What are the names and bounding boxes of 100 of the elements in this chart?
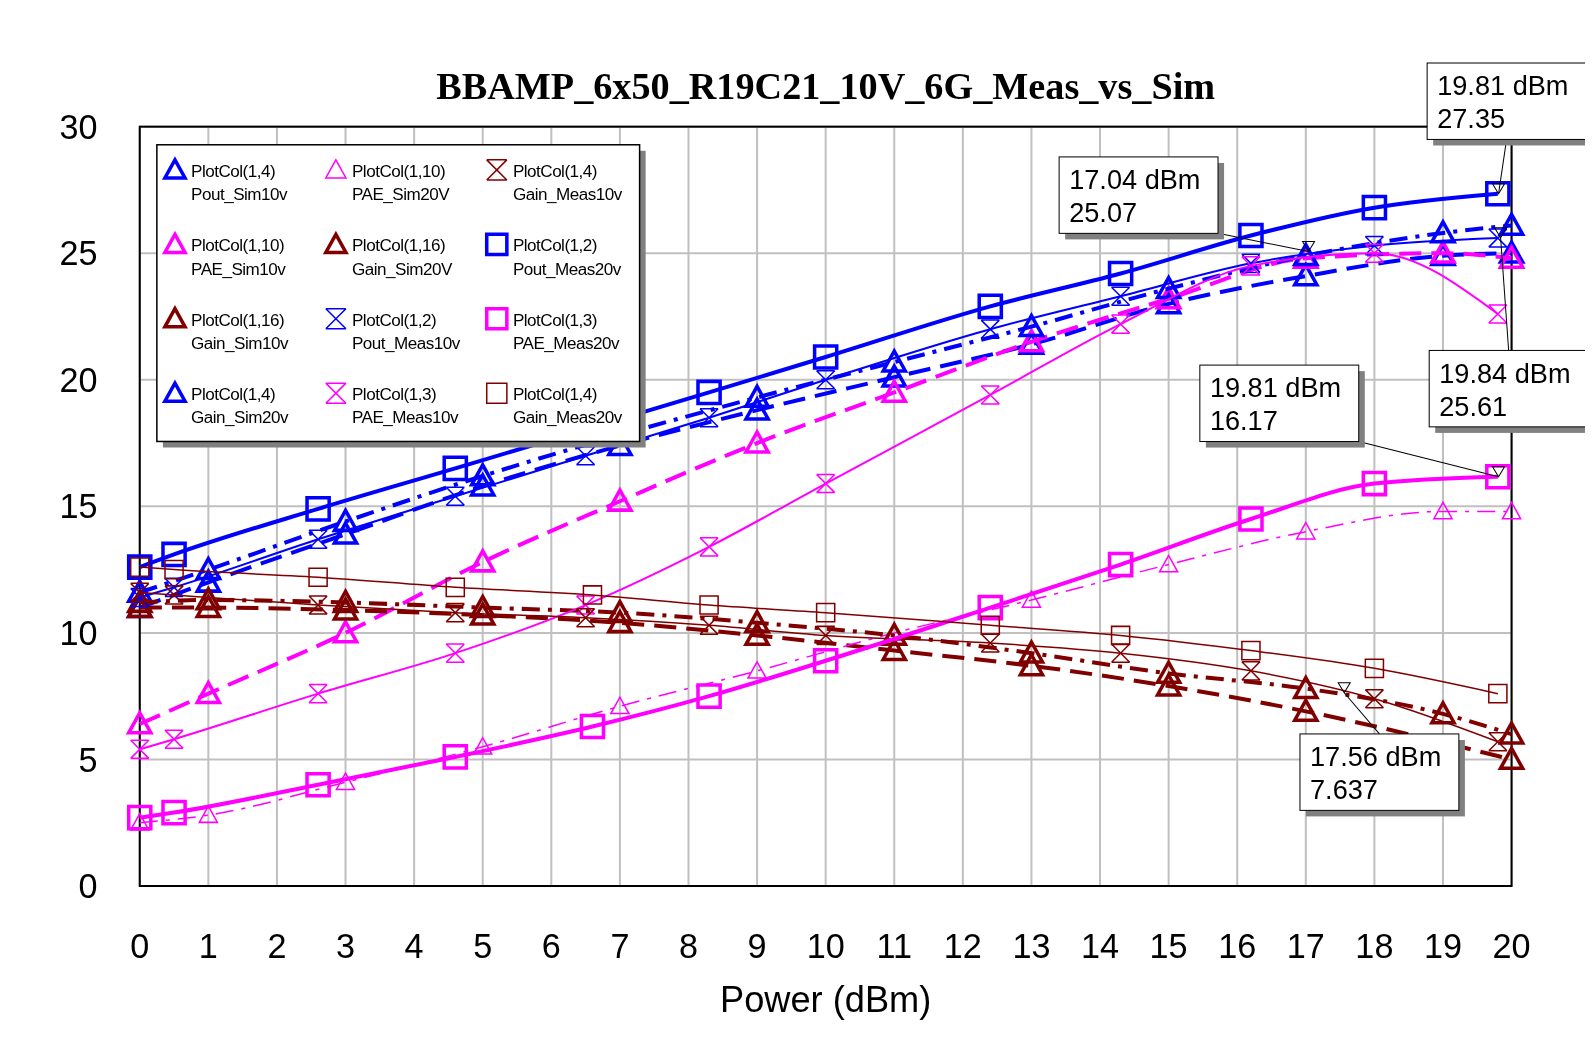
point bbox=[1238, 506, 1264, 532]
point bbox=[164, 577, 184, 598]
x-tick-label: 3 bbox=[336, 927, 356, 966]
point bbox=[747, 661, 767, 679]
x-tick-label: 13 bbox=[1012, 927, 1051, 966]
point bbox=[1364, 243, 1385, 264]
point bbox=[195, 587, 222, 611]
x-tick-label: 6 bbox=[541, 927, 561, 966]
point bbox=[1295, 521, 1316, 540]
point bbox=[582, 585, 603, 605]
x-tick-label: 12 bbox=[943, 927, 982, 966]
legend-label: PlotCol(1,4) Gain_Sim20v bbox=[191, 385, 289, 428]
point bbox=[332, 597, 359, 621]
point bbox=[1488, 731, 1508, 752]
x-tick-label: 18 bbox=[1355, 927, 1394, 966]
point bbox=[164, 585, 184, 605]
legend-label: PlotCol(1,4) Gain_Meas10v bbox=[512, 161, 623, 205]
point bbox=[331, 506, 360, 533]
point bbox=[1241, 640, 1261, 661]
point bbox=[1364, 688, 1385, 709]
point bbox=[880, 377, 909, 404]
point bbox=[164, 559, 184, 580]
point bbox=[1498, 245, 1525, 269]
point bbox=[1364, 235, 1385, 256]
point bbox=[575, 595, 596, 615]
y-tick-label: 25 bbox=[59, 234, 98, 273]
point bbox=[445, 643, 466, 663]
legend-label: PlotCol(1,3) PAE_Meas20v bbox=[512, 310, 621, 353]
point bbox=[195, 594, 222, 619]
point bbox=[331, 587, 360, 614]
x-tick-label: 1 bbox=[198, 927, 218, 966]
point bbox=[1021, 590, 1042, 608]
point bbox=[610, 696, 630, 715]
x-tick-label: 15 bbox=[1149, 927, 1188, 966]
point bbox=[332, 620, 359, 644]
point bbox=[469, 602, 496, 626]
y-tick-label: 10 bbox=[59, 613, 98, 652]
point bbox=[305, 771, 331, 798]
point bbox=[743, 382, 770, 409]
point bbox=[815, 473, 836, 494]
point bbox=[1498, 721, 1525, 745]
point bbox=[1430, 220, 1456, 244]
point bbox=[1018, 313, 1045, 338]
point bbox=[126, 711, 153, 735]
point bbox=[1488, 683, 1508, 704]
annotation: 19.81 dBm 16.17 bbox=[1209, 372, 1342, 437]
point bbox=[812, 344, 839, 370]
point bbox=[575, 607, 596, 628]
point bbox=[195, 680, 222, 705]
point bbox=[980, 615, 1001, 636]
point bbox=[1155, 673, 1182, 697]
point bbox=[881, 349, 908, 373]
point bbox=[1107, 260, 1134, 287]
point bbox=[305, 496, 331, 522]
point bbox=[575, 445, 596, 466]
point bbox=[442, 455, 469, 482]
point bbox=[607, 599, 633, 624]
point bbox=[1018, 652, 1045, 677]
x-tick-label: 9 bbox=[747, 927, 767, 966]
point bbox=[815, 625, 836, 646]
point bbox=[1292, 675, 1319, 700]
annotation: 19.84 dBm 25.61 bbox=[1439, 357, 1571, 422]
x-tick-label: 14 bbox=[1081, 927, 1120, 966]
point bbox=[977, 594, 1004, 621]
point bbox=[1292, 698, 1319, 722]
y-tick-label: 15 bbox=[59, 487, 98, 526]
point bbox=[1501, 501, 1522, 520]
point bbox=[815, 369, 836, 390]
x-tick-label: 19 bbox=[1423, 927, 1462, 966]
point bbox=[980, 319, 1001, 339]
y-tick-label: 20 bbox=[59, 360, 98, 399]
point bbox=[980, 385, 1001, 405]
point bbox=[1364, 658, 1385, 679]
point bbox=[1488, 304, 1508, 324]
point bbox=[469, 463, 496, 487]
point bbox=[1361, 194, 1388, 221]
x-tick-label: 7 bbox=[610, 927, 630, 966]
point bbox=[161, 541, 187, 568]
point bbox=[1110, 314, 1131, 334]
point bbox=[308, 683, 328, 704]
point bbox=[1485, 463, 1511, 490]
point bbox=[1361, 470, 1388, 497]
point bbox=[1110, 625, 1131, 646]
point bbox=[129, 739, 150, 760]
point bbox=[1498, 746, 1525, 771]
point bbox=[1433, 501, 1453, 520]
x-tick-label: 11 bbox=[876, 927, 913, 966]
point bbox=[744, 397, 770, 421]
point bbox=[332, 521, 359, 545]
point bbox=[164, 729, 184, 750]
legend-label: PlotCol(1,10) PAE_Sim10v bbox=[191, 236, 287, 279]
point bbox=[198, 805, 219, 824]
point bbox=[308, 567, 328, 588]
legend-label: PlotCol(1,4) Gain_Meas20v bbox=[512, 385, 623, 428]
legend-label: PlotCol(1,3) PAE_Meas10v bbox=[351, 385, 460, 428]
legend-label: PlotCol(1,16) Gain_Sim10v bbox=[191, 310, 289, 353]
point bbox=[469, 473, 496, 497]
point bbox=[1110, 643, 1131, 663]
x-tick-label: 10 bbox=[806, 927, 845, 966]
y-tick-label: 30 bbox=[59, 107, 98, 146]
